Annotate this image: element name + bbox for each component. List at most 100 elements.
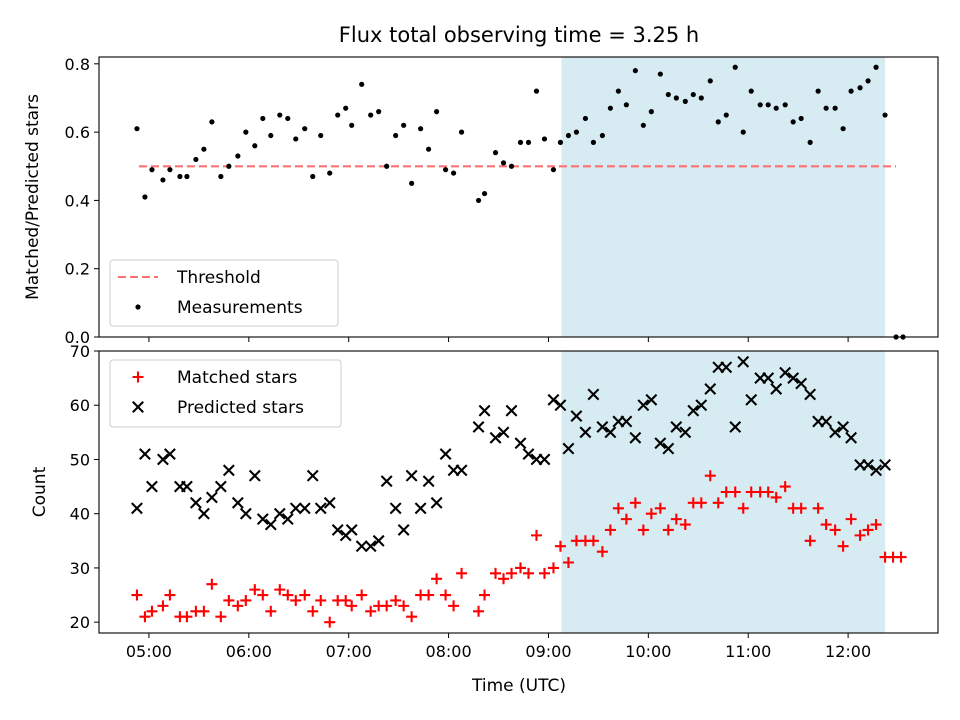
predicted-star-point (629, 431, 642, 444)
matched-star-point (456, 567, 468, 579)
matched-star-point (131, 589, 143, 601)
measurement-point (376, 109, 382, 115)
predicted-star-point (870, 464, 883, 477)
measurement-point (682, 98, 688, 104)
measurement-point (715, 119, 721, 125)
predicted-star-point (587, 388, 600, 401)
predicted-star-point (323, 496, 336, 509)
matched-star-point (146, 605, 158, 617)
predicted-star-point (604, 426, 617, 439)
matched-star-point (398, 600, 410, 612)
measurement-point (790, 119, 796, 125)
matched-star-point (829, 524, 841, 536)
measurement-point (648, 109, 654, 115)
matched-star-point (324, 616, 336, 628)
measurement-point (748, 88, 754, 94)
measurement-point (409, 180, 415, 186)
matched-star-point (795, 502, 807, 514)
measurement-point (442, 167, 449, 173)
predicted-star-point (645, 393, 658, 406)
measurement-point (201, 146, 207, 152)
predicted-star-point (345, 524, 358, 536)
series-measurements (134, 64, 906, 340)
measurement-point (268, 132, 274, 139)
matched-star-point (679, 519, 691, 531)
matched-star-point (282, 589, 294, 601)
matched-star-point (712, 497, 724, 509)
matched-star-point (431, 573, 443, 585)
predicted-star-point (522, 448, 535, 460)
predicted-star-point (131, 502, 143, 515)
predicted-star-point (314, 502, 327, 515)
matched-star-point (265, 605, 277, 617)
matched-star-point (762, 486, 774, 498)
legend-label: Measurements (177, 298, 303, 318)
matched-star-point (729, 486, 741, 498)
matched-star-point (506, 567, 518, 579)
measurement-point (450, 170, 457, 176)
matched-star-point (804, 535, 816, 547)
measurement-point (698, 95, 704, 101)
matched-star-point (522, 567, 534, 579)
matched-star-point (479, 589, 491, 601)
predicted-star-point (397, 524, 410, 536)
measurement-point (632, 68, 638, 74)
matched-star-point (139, 611, 151, 623)
legend: Threshold Measurements (109, 259, 339, 327)
measurement-point (740, 129, 746, 135)
measurement-point (823, 105, 829, 111)
measurement-point (359, 81, 365, 87)
measurement-point (573, 129, 580, 135)
measurement-point (293, 136, 299, 142)
measurement-point (732, 64, 738, 70)
matched-star-point (596, 546, 608, 558)
predicted-star-point (762, 372, 775, 385)
predicted-star-point (364, 540, 377, 553)
matched-star-point (206, 578, 218, 590)
measurement-point (277, 112, 283, 118)
legend-label: Threshold (176, 268, 261, 288)
measurement-point (832, 105, 838, 111)
matched-star-point (554, 540, 566, 552)
measurement-point (857, 85, 863, 91)
predicted-star-point (845, 431, 858, 444)
measurement-point (160, 177, 166, 183)
measurement-point (226, 163, 232, 169)
matched-star-point (538, 567, 550, 579)
predicted-star-point (145, 480, 158, 493)
measurement-point (134, 126, 140, 132)
legend-label: Matched stars (177, 368, 297, 388)
predicted-star-point (430, 496, 443, 509)
measurement-point (475, 197, 482, 204)
predicted-star-point (662, 442, 675, 455)
predicted-star-point (331, 524, 344, 536)
matched-star-point (620, 513, 632, 525)
measurement-point (550, 167, 557, 173)
predicted-star-point (570, 410, 583, 423)
measurement-point (492, 150, 499, 156)
predicted-star-point (670, 420, 683, 433)
matched-star-point (895, 551, 907, 563)
matched-star-point (132, 371, 144, 383)
matched-star-point (223, 594, 235, 606)
matched-star-point (164, 589, 176, 601)
measurement-point (401, 122, 407, 128)
series-matched-stars (131, 470, 907, 628)
measurement-point (533, 88, 540, 94)
measurement-point (335, 112, 341, 118)
measurement-point (243, 129, 249, 135)
measurement-point (615, 88, 621, 94)
y-axis-label: Count (30, 466, 50, 517)
matched-star-point (249, 584, 261, 596)
y-tick-label: 50 (70, 450, 90, 469)
predicted-star-point (704, 383, 717, 395)
matched-star-point (356, 589, 368, 601)
predicted-star-point (197, 507, 210, 520)
x-tick-label: 07:00 (326, 642, 372, 661)
count-panel: 05:00 06:00 07:00 08:00 09:00 10:00 11:00 12:00… (30, 342, 939, 661)
measurement-point (707, 78, 713, 84)
measurement-point (565, 132, 572, 139)
predicted-star-point (205, 491, 218, 504)
measurement-point (541, 136, 548, 142)
predicted-star-point (596, 420, 609, 433)
